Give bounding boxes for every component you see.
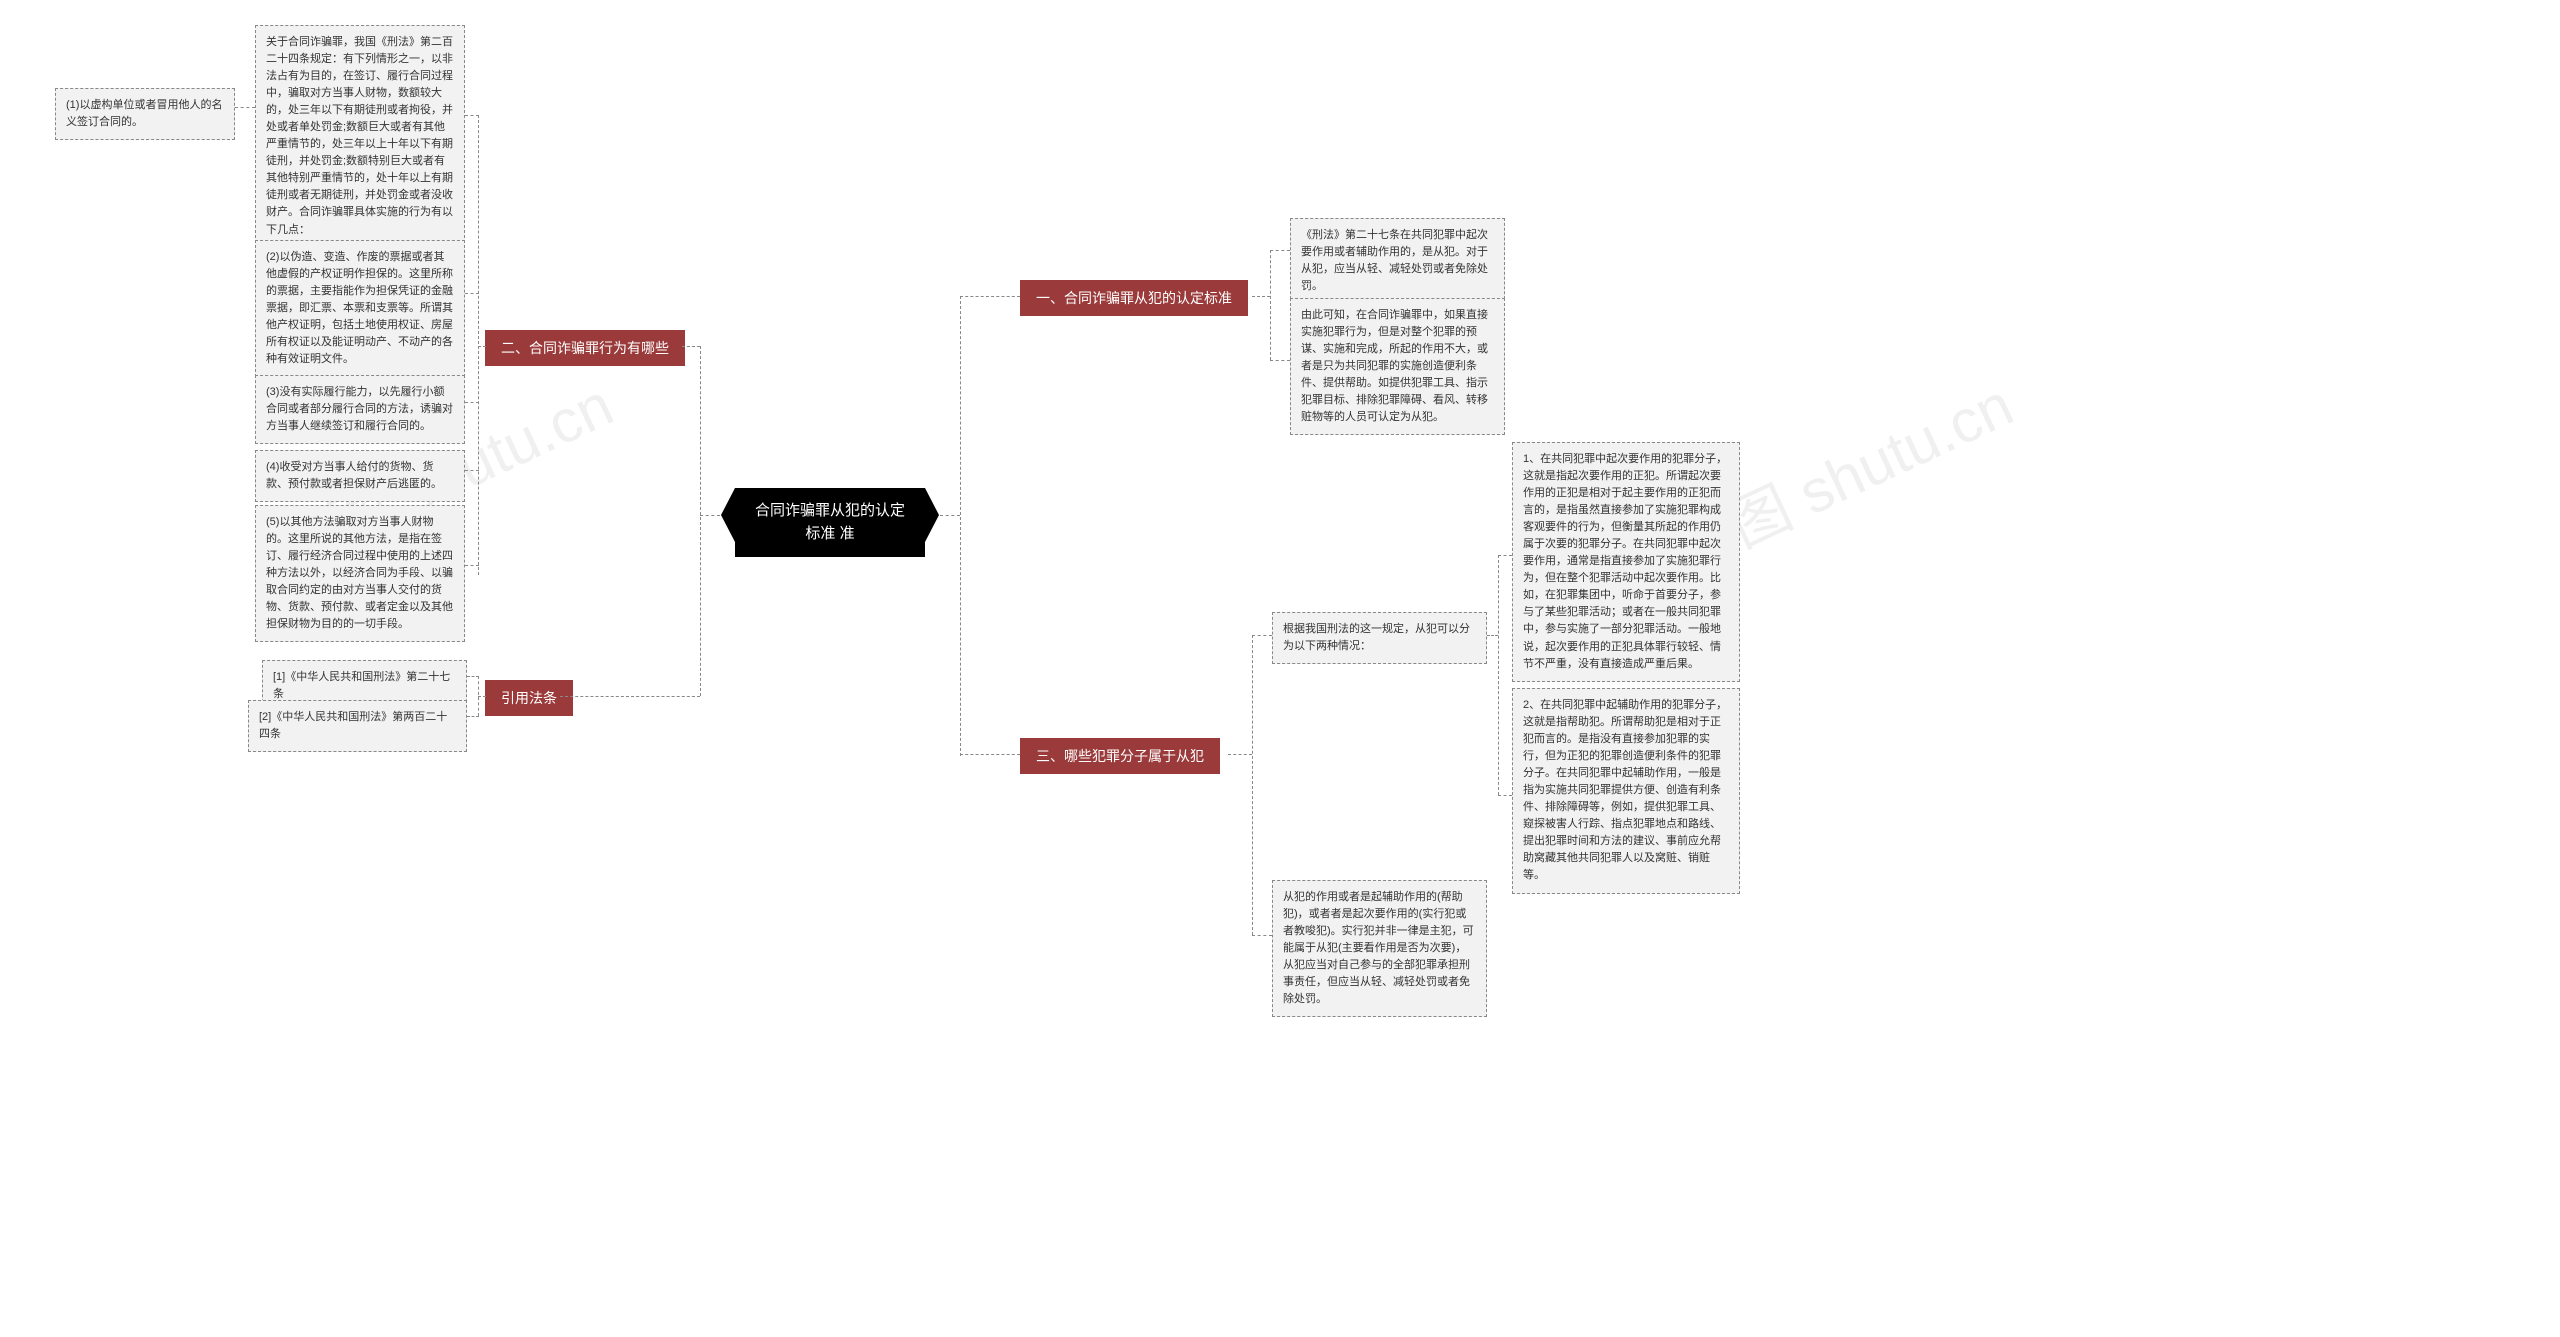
leaf-l2b: [2]《中华人民共和国刑法》第两百二十四条 (248, 700, 467, 752)
connector (465, 470, 479, 471)
connector (465, 402, 479, 403)
connector (1270, 250, 1290, 251)
connector (682, 346, 700, 347)
connector (700, 515, 720, 516)
center-node: 合同诈骗罪从犯的认定标准 准 (735, 488, 925, 557)
leaf-r2a-sub1: 1、在共同犯罪中起次要作用的犯罪分子，这就是指起次要作用的正犯。所谓起次要作用的… (1512, 442, 1740, 682)
connector (467, 676, 479, 677)
leaf-l1a-sub: (1)以虚构单位或者冒用他人的名义签订合同的。 (55, 88, 235, 140)
branch-left-1: 二、合同诈骗罪行为有哪些 (485, 330, 685, 366)
connector (1252, 935, 1272, 936)
leaf-l1a: 关于合同诈骗罪，我国《刑法》第二百二十四条规定：有下列情形之一，以非法占有为目的… (255, 25, 465, 248)
connector (1228, 754, 1252, 755)
branch-left-2: 引用法条 (485, 680, 573, 716)
connector (1270, 360, 1290, 361)
connector (1487, 635, 1498, 636)
connector (478, 696, 486, 697)
connector (960, 296, 961, 756)
connector (940, 515, 960, 516)
branch-right-2: 三、哪些犯罪分子属于从犯 (1020, 738, 1220, 774)
connector (1498, 555, 1499, 795)
leaf-r2a: 根据我国刑法的这一规定，从犯可以分为以下两种情况： (1272, 612, 1487, 664)
connector (960, 296, 1020, 297)
connector (465, 293, 479, 294)
connector (700, 346, 701, 696)
connector (465, 565, 479, 566)
leaf-l1c: (3)没有实际履行能力，以先履行小额合同或者部分履行合同的方法，诱骗对方当事人继… (255, 375, 465, 444)
leaf-l1d: (4)收受对方当事人给付的货物、货款、预付款或者担保财产后逃匿的。 (255, 450, 465, 502)
leaf-r2a-sub2: 2、在共同犯罪中起辅助作用的犯罪分子，这就是指帮助犯。所谓帮助犯是相对于正犯而言… (1512, 688, 1740, 894)
leaf-r2b: 从犯的作用或者是起辅助作用的(帮助犯)，或者者是起次要作用的(实行犯或者教唆犯)… (1272, 880, 1487, 1017)
connector (560, 696, 700, 697)
connector (1252, 635, 1253, 935)
connector (1252, 635, 1272, 636)
connector (1498, 555, 1512, 556)
connector (478, 346, 486, 347)
connector (1498, 795, 1512, 796)
connector (1270, 250, 1271, 360)
leaf-r1a: 《刑法》第二十七条在共同犯罪中起次要作用或者辅助作用的，是从犯。对于从犯，应当从… (1290, 218, 1505, 304)
connector (467, 716, 479, 717)
leaf-r1b: 由此可知，在合同诈骗罪中，如果直接实施犯罪行为，但是对整个犯罪的预谋、实施和完成… (1290, 298, 1505, 435)
branch-right-1: 一、合同诈骗罪从犯的认定标准 (1020, 280, 1248, 316)
connector (235, 107, 255, 108)
leaf-l1b: (2)以伪造、变造、作废的票据或者其他虚假的产权证明作担保的。这里所称的票据，主… (255, 240, 465, 377)
leaf-l1e: (5)以其他方法骗取对方当事人财物的。这里所说的其他方法，是指在签订、履行经济合… (255, 505, 465, 642)
connector (960, 754, 1020, 755)
connector (1252, 296, 1270, 297)
connector (465, 115, 479, 116)
connector (478, 115, 479, 575)
